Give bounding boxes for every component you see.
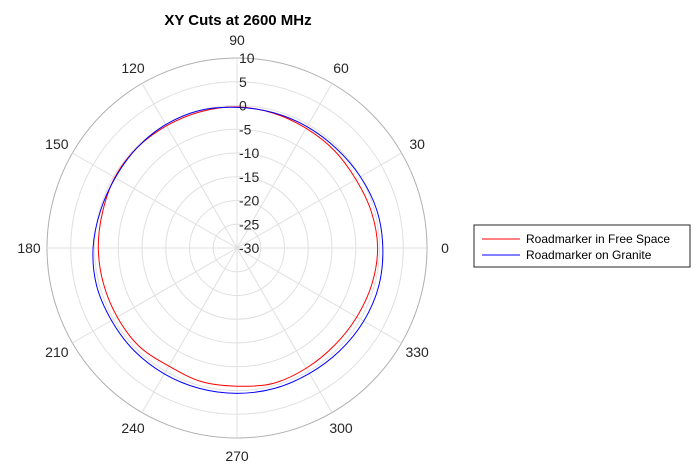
angle-tick-label: 0 [441, 240, 449, 256]
series-line-granite [92, 106, 384, 394]
grid-spoke [236, 152, 402, 249]
legend-box [473, 224, 691, 268]
grid-spoke [141, 247, 238, 413]
grid-spoke [236, 247, 402, 344]
angle-tick-label: 60 [333, 60, 349, 76]
radial-tick-label: 10 [239, 50, 255, 66]
radial-tick-label: -30 [239, 240, 259, 256]
tick-labels: 0 30 60 90 120 150 180 210 240 270 300 330 10 5 0 -5 -10… [17, 32, 449, 464]
angle-tick-label: 300 [329, 420, 353, 436]
grid-spoke [72, 152, 238, 249]
chart-title: XY Cuts at 2600 MHz [164, 12, 311, 29]
legend: Roadmarker in Free Space Roadmarker on Gr… [473, 224, 691, 268]
legend-entry-label: Roadmarker on Granite [526, 248, 652, 262]
angle-tick-label: 150 [45, 136, 69, 152]
radial-tick-label: -5 [239, 121, 252, 137]
polar-grid [46, 57, 428, 439]
angle-tick-label: 90 [229, 32, 245, 48]
grid-spoke [72, 247, 238, 344]
grid-spoke [141, 83, 238, 249]
radial-tick-label: 0 [239, 98, 247, 114]
grid-spoke [236, 247, 333, 413]
angle-tick-label: 120 [121, 60, 145, 76]
series-line-free-space [97, 106, 379, 387]
radial-tick-label: -10 [239, 145, 259, 161]
radial-tick-label: 5 [239, 74, 247, 90]
radial-tick-label: -20 [239, 193, 259, 209]
angle-tick-label: 330 [405, 344, 429, 360]
legend-entry-label: Roadmarker in Free Space [526, 232, 670, 246]
grid-spoke [236, 83, 333, 249]
angle-tick-label: 30 [409, 136, 425, 152]
series-layer [92, 106, 384, 394]
radial-tick-label: -15 [239, 169, 259, 185]
radial-tick-label: -25 [239, 216, 259, 232]
angle-tick-label: 240 [121, 420, 145, 436]
angle-tick-label: 270 [225, 448, 249, 464]
angle-tick-label: 180 [17, 240, 41, 256]
angle-tick-label: 210 [45, 344, 69, 360]
